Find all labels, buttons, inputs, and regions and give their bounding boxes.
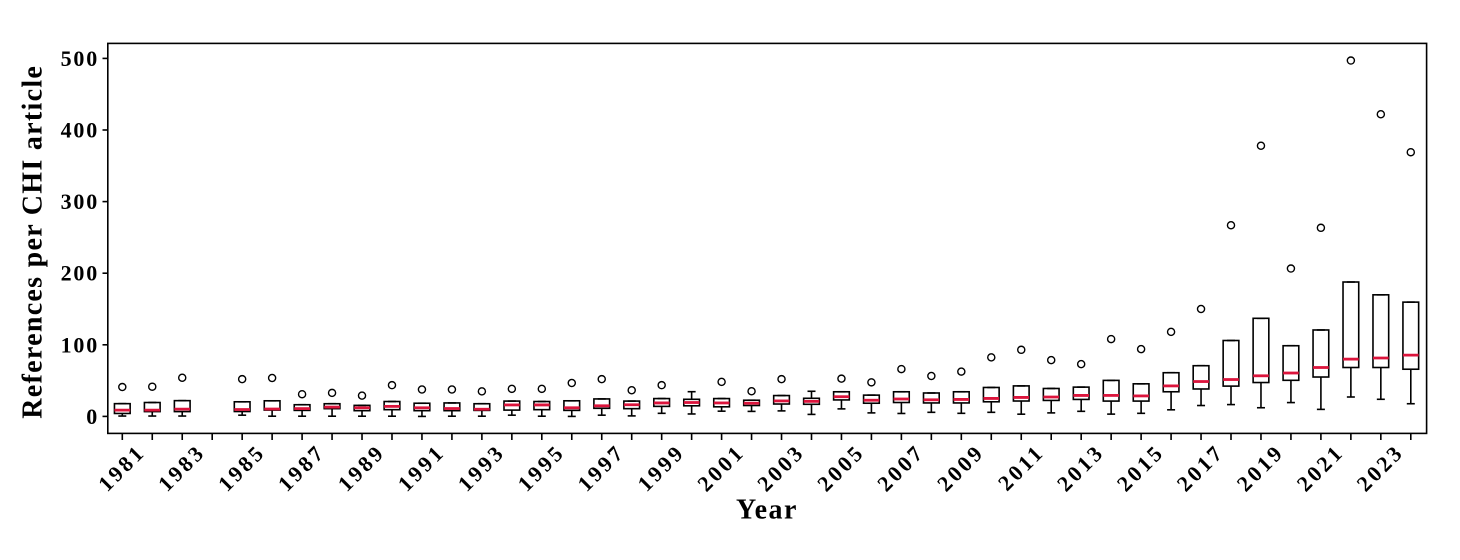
svg-text:0: 0 — [86, 404, 99, 429]
svg-text:200: 200 — [61, 261, 99, 286]
svg-text:100: 100 — [61, 332, 99, 357]
svg-text:300: 300 — [61, 189, 99, 214]
svg-text:500: 500 — [61, 46, 99, 71]
svg-text:400: 400 — [61, 118, 99, 143]
svg-text:References per CHI article: References per CHI article — [18, 65, 49, 419]
svg-text:Year: Year — [736, 495, 798, 526]
